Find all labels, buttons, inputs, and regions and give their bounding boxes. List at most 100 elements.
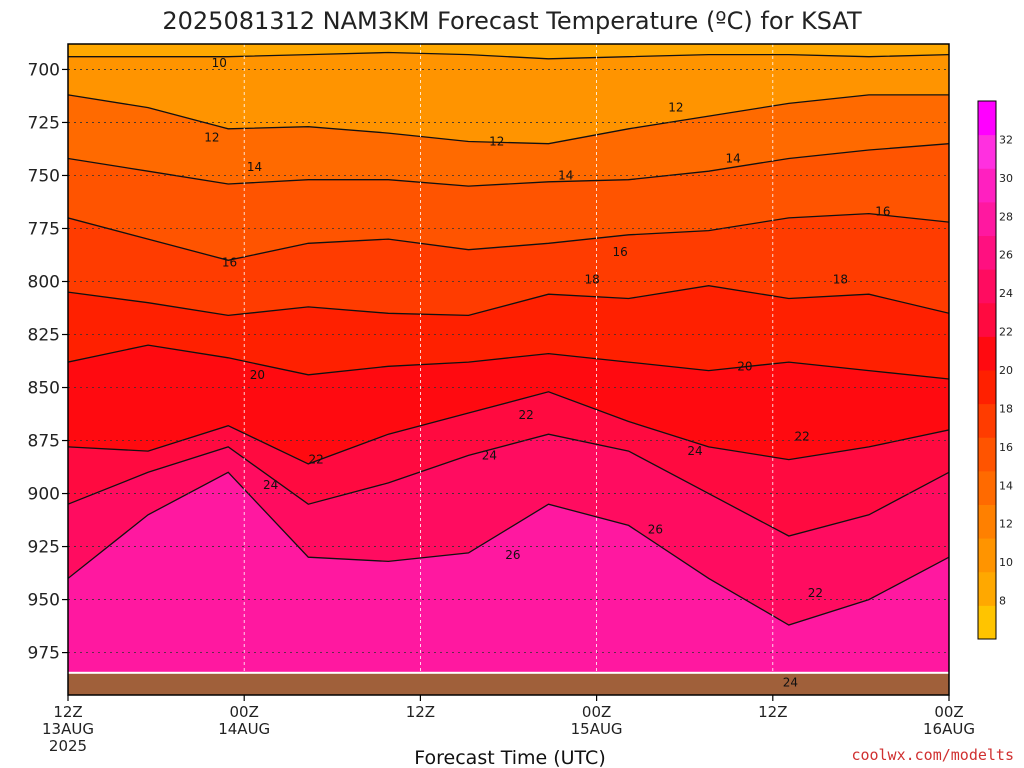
contour-label: 26 bbox=[505, 548, 520, 562]
contour-label: 16 bbox=[875, 205, 890, 219]
contour-label: 26 bbox=[648, 523, 663, 537]
x-tick-label: 12Z bbox=[406, 703, 435, 721]
x-tick-label: 12Z bbox=[758, 703, 787, 721]
isotherm-line-20 bbox=[68, 344, 949, 380]
ground-fill bbox=[68, 673, 949, 695]
ground-surface bbox=[68, 671, 949, 695]
colorbar-segment bbox=[978, 201, 996, 236]
contour-label: 12 bbox=[204, 130, 219, 144]
colorbar-segment bbox=[978, 605, 996, 640]
contour-label: 22 bbox=[795, 429, 810, 443]
y-tick-label: 725 bbox=[28, 113, 60, 133]
colorbar-segment bbox=[978, 302, 996, 337]
colorbar-tick-label: 32 bbox=[999, 133, 1013, 146]
colorbar-tick-label: 14 bbox=[999, 479, 1013, 492]
colorbar-tick-label: 18 bbox=[999, 402, 1013, 415]
colorbar: 8 10 12 14 16 18 20 22 24 26 28 30 32 bbox=[977, 100, 1013, 640]
credit-text: coolwx.com/modelts bbox=[851, 746, 1014, 764]
colorbar-segment bbox=[978, 437, 996, 472]
isotherm-line-18 bbox=[68, 285, 949, 317]
contour-label: 22 bbox=[518, 408, 533, 422]
colorbar-tick-label: 8 bbox=[999, 595, 1006, 608]
pressure-axis: 700 725 750 775 800 825 850 875 900 925 950 975 bbox=[28, 60, 68, 664]
x-tick-label: 12Z bbox=[53, 703, 82, 721]
y-tick-label: 875 bbox=[28, 432, 60, 452]
colorbar-segment bbox=[978, 235, 996, 270]
isotherm-line-14 bbox=[68, 143, 949, 187]
y-tick-label: 950 bbox=[28, 591, 60, 611]
plot-area bbox=[68, 44, 949, 695]
x-tick-label: 13AUG bbox=[42, 720, 94, 738]
temperature-bands bbox=[68, 52, 949, 695]
x-tick-label: 16AUG bbox=[923, 720, 975, 738]
contour-label: 18 bbox=[585, 272, 600, 286]
colorbar-segment bbox=[978, 101, 996, 136]
surface-line bbox=[68, 671, 949, 675]
x-tick-label: 14AUG bbox=[218, 720, 270, 738]
gridlines bbox=[68, 44, 949, 695]
plot-frame bbox=[67, 43, 950, 696]
colorbar-tick-label: 16 bbox=[999, 441, 1013, 454]
colorbar-tick-label: 10 bbox=[999, 556, 1013, 569]
y-tick-label: 700 bbox=[28, 60, 60, 80]
y-tick-label: 850 bbox=[28, 379, 60, 399]
contour-label: 14 bbox=[726, 152, 741, 166]
colorbar-segment bbox=[978, 538, 996, 573]
colorbar-segment bbox=[978, 134, 996, 169]
x-axis-label: Forecast Time (UTC) bbox=[414, 747, 605, 768]
contour-label: 22 bbox=[309, 453, 324, 467]
y-tick-label: 800 bbox=[28, 272, 60, 292]
colorbar-tick-label: 26 bbox=[999, 249, 1013, 262]
colorbar-tick-label: 30 bbox=[999, 172, 1013, 185]
colorbar-tick-label: 22 bbox=[999, 326, 1013, 339]
contour-label: 10 bbox=[212, 56, 227, 70]
contour-label: 20 bbox=[250, 368, 265, 382]
y-tick-label: 775 bbox=[28, 219, 60, 239]
contour-label: 24 bbox=[687, 444, 702, 458]
contour-label: 14 bbox=[247, 160, 262, 174]
isotherm-line-16 bbox=[68, 212, 949, 261]
isotherm-lines bbox=[68, 51, 949, 626]
x-tick-label: 00Z bbox=[230, 703, 259, 721]
colorbar-segment bbox=[978, 403, 996, 438]
y-tick-label: 925 bbox=[28, 538, 60, 558]
colorbar-tick-label: 28 bbox=[999, 210, 1013, 223]
contour-label: 12 bbox=[489, 135, 504, 149]
colorbar-segment bbox=[978, 571, 996, 606]
contour-label: 16 bbox=[612, 245, 627, 259]
y-tick-label: 900 bbox=[28, 485, 60, 505]
contour-label: 20 bbox=[737, 359, 752, 373]
colorbar-segment bbox=[978, 504, 996, 539]
x-tick-label: 00Z bbox=[934, 703, 963, 721]
colorbar-frame bbox=[977, 100, 997, 640]
colorbar-segment bbox=[978, 269, 996, 304]
isotherm-line-22 bbox=[68, 391, 949, 465]
y-tick-label: 975 bbox=[28, 644, 60, 664]
temperature-band-26 bbox=[68, 472, 949, 695]
contour-label: 16 bbox=[222, 255, 237, 269]
contour-labels: 10 12 12 12 14 14 14 16 16 16 18 18 20 20 22 22 22 24 24 24… bbox=[204, 56, 890, 689]
isotherm-line-10 bbox=[68, 51, 949, 60]
chart-title: 2025081312 NAM3KM Forecast Temperature (… bbox=[162, 7, 862, 35]
contour-label: 14 bbox=[558, 168, 573, 182]
isotherm-line-26 bbox=[68, 471, 949, 626]
contour-label: 22 bbox=[808, 586, 823, 600]
colorbar-tick-label: 20 bbox=[999, 364, 1013, 377]
colorbar-segment bbox=[978, 168, 996, 203]
contour-label: 24 bbox=[263, 478, 278, 492]
contour-label: 12 bbox=[668, 101, 683, 115]
x-tick-label: 15AUG bbox=[571, 720, 623, 738]
y-tick-label: 825 bbox=[28, 326, 60, 346]
y-tick-label: 750 bbox=[28, 166, 60, 186]
colorbar-segment bbox=[978, 470, 996, 505]
x-tick-label: 2025 bbox=[49, 737, 87, 755]
contour-label: 18 bbox=[833, 272, 848, 286]
colorbar-tick-label: 12 bbox=[999, 518, 1013, 531]
colorbar-tick-label: 24 bbox=[999, 287, 1013, 300]
colorbar-segment bbox=[978, 336, 996, 371]
contour-label: 24 bbox=[783, 675, 798, 689]
contour-label: 24 bbox=[482, 448, 497, 462]
colorbar-segment bbox=[978, 370, 996, 405]
